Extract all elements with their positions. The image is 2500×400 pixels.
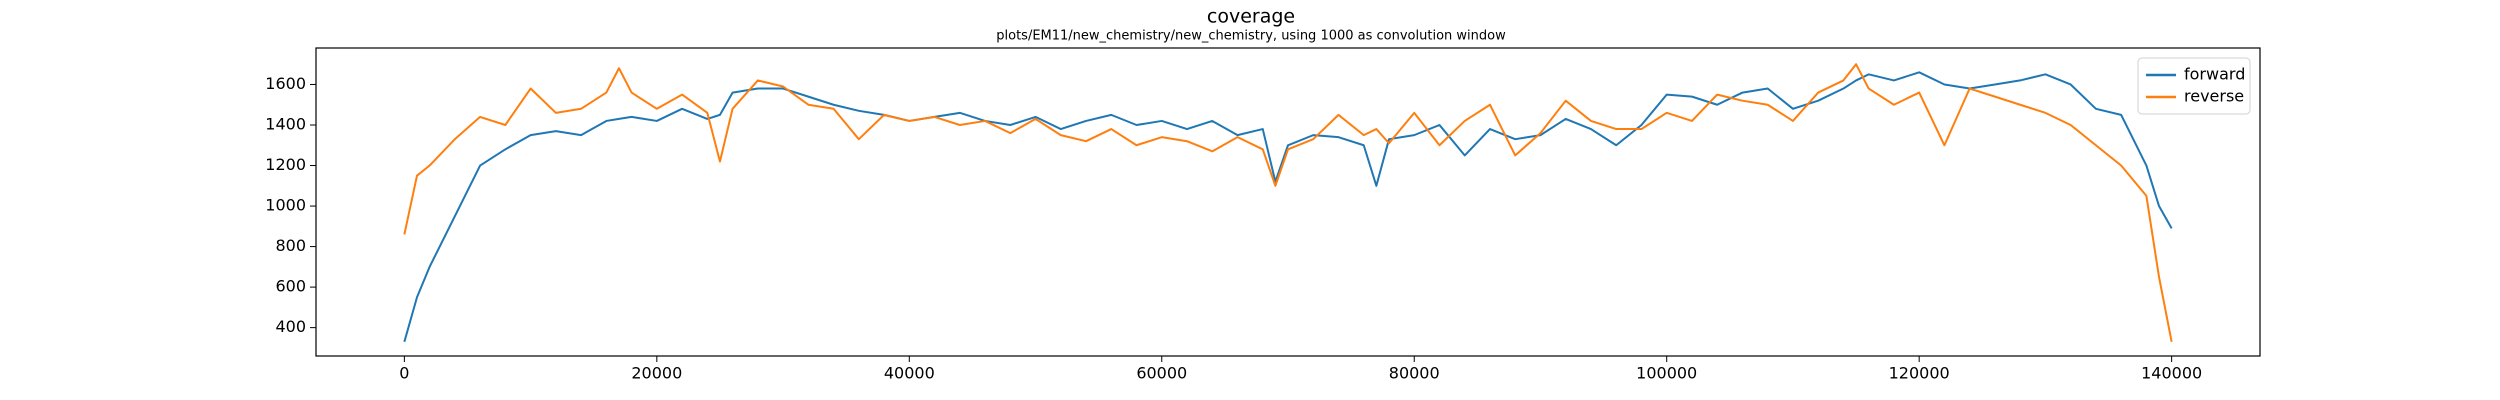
x-tick-label: 80000 xyxy=(1389,364,1440,383)
plot-frame xyxy=(315,47,2261,357)
legend-label: forward xyxy=(2184,65,2245,84)
y-tick-label: 1200 xyxy=(265,155,306,174)
y-tick-label: 600 xyxy=(275,277,306,296)
y-tick-label: 800 xyxy=(275,236,306,255)
x-tick-label: 100000 xyxy=(1636,364,1697,383)
x-tick-label: 0 xyxy=(399,364,409,383)
x-tick-label: 60000 xyxy=(1136,364,1187,383)
x-tick-label: 140000 xyxy=(2141,364,2202,383)
legend-label: reverse xyxy=(2184,87,2244,106)
y-tick-label: 1600 xyxy=(265,74,306,93)
x-tick-label: 120000 xyxy=(1889,364,1950,383)
series-line xyxy=(403,71,2173,343)
x-tick-label: 20000 xyxy=(631,364,682,383)
legend-box xyxy=(2137,57,2251,115)
y-tick-label: 400 xyxy=(275,317,306,336)
series-line xyxy=(403,63,2173,343)
x-tick-label: 40000 xyxy=(884,364,935,383)
y-tick-label: 1000 xyxy=(265,196,306,215)
chart-subtitle: plots/EM11/new_chemistry/new_chemistry, … xyxy=(996,29,1506,44)
chart-title: coverage xyxy=(1207,6,1295,28)
y-tick-label: 1400 xyxy=(265,115,306,134)
